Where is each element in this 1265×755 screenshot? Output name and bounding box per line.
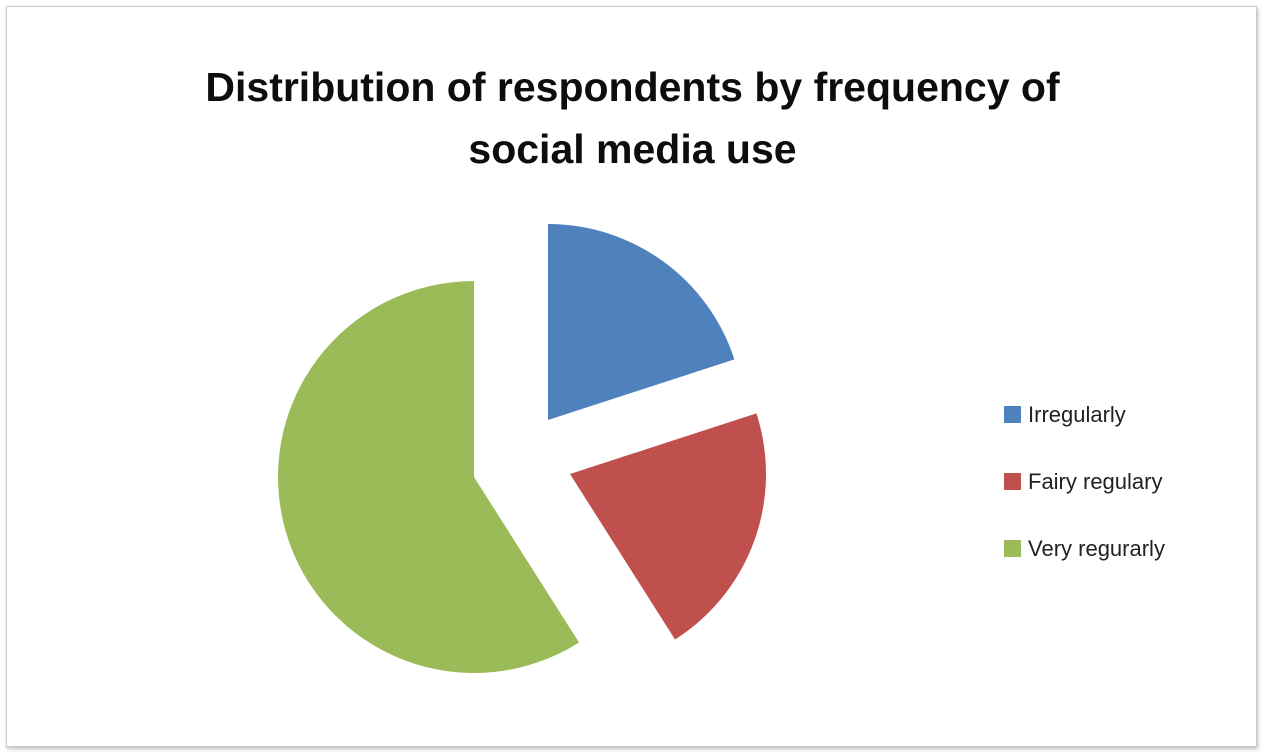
legend: Irregularly Fairy regulary Very regurarly	[1004, 402, 1165, 561]
pie-slice-fairy-regulary	[570, 413, 767, 640]
pie-slice-very-regurarly	[278, 281, 580, 673]
pie-slices	[278, 224, 767, 673]
legend-swatch-fairy-regulary	[1004, 473, 1021, 490]
legend-swatch-irregularly	[1004, 406, 1021, 423]
pie-slice-irregularly	[548, 224, 735, 420]
legend-label-irregularly: Irregularly	[1028, 402, 1126, 427]
chart-title-line-2: social media use	[468, 126, 797, 172]
chart-title: Distribution of respondents by frequency…	[0, 56, 1265, 180]
chart-title-line-1: Distribution of respondents by frequency…	[205, 64, 1060, 110]
legend-label-very-regurarly: Very regurarly	[1028, 536, 1165, 561]
legend-label-fairy-regulary: Fairy regulary	[1028, 469, 1162, 494]
legend-swatch-very-regurarly	[1004, 540, 1021, 557]
